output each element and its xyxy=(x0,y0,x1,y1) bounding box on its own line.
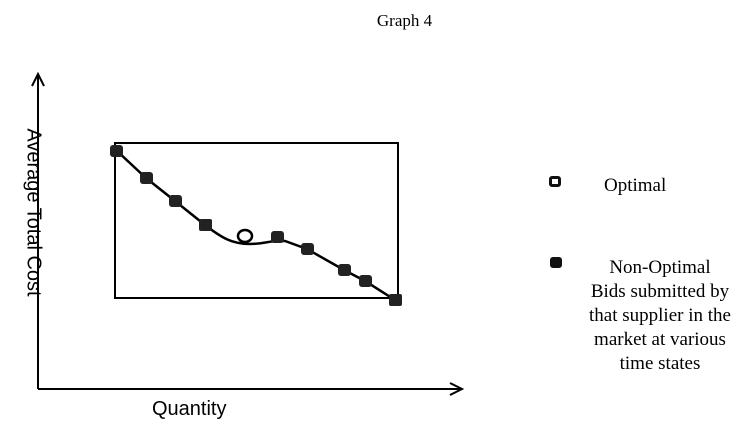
legend-optimal-swatch-icon xyxy=(549,176,561,187)
y-axis-label-wrap: Average Total Cost xyxy=(20,118,44,308)
optimal-marker xyxy=(238,230,252,242)
x-axis-label: Quantity xyxy=(152,398,226,421)
legend-non-optimal-swatch-icon xyxy=(550,257,562,268)
y-axis-label: Average Total Cost xyxy=(22,118,45,308)
cost-curve xyxy=(117,151,395,300)
legend-line: market at various xyxy=(572,328,748,352)
legend-line: that supplier in the xyxy=(572,304,748,328)
legend-line: time states xyxy=(572,352,748,376)
legend-line: Non-Optimal xyxy=(572,256,748,280)
non-optimal-markers xyxy=(110,145,402,306)
legend-line: Bids submitted by xyxy=(572,280,748,304)
legend-non-optimal: Non-Optimal Bids submitted by that suppl… xyxy=(572,256,748,376)
legend-optimal-label: Optimal xyxy=(604,174,666,198)
